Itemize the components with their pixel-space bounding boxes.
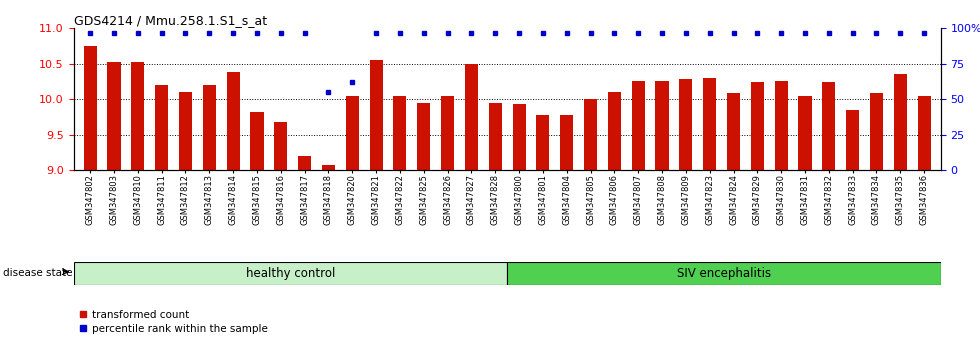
Bar bbox=[799, 96, 811, 170]
Bar bbox=[83, 46, 97, 170]
Bar bbox=[751, 82, 763, 170]
Bar bbox=[846, 110, 859, 170]
Bar bbox=[226, 72, 240, 170]
Bar bbox=[608, 92, 621, 170]
Bar bbox=[508, 262, 941, 285]
Bar bbox=[774, 81, 788, 170]
Bar bbox=[679, 79, 693, 170]
Bar bbox=[656, 81, 668, 170]
Legend: transformed count, percentile rank within the sample: transformed count, percentile rank withi… bbox=[78, 310, 269, 334]
Bar bbox=[917, 96, 931, 170]
Bar bbox=[321, 165, 335, 170]
Text: disease state: disease state bbox=[3, 268, 73, 278]
Bar bbox=[441, 96, 454, 170]
Bar bbox=[513, 104, 525, 170]
Bar bbox=[393, 96, 407, 170]
Bar bbox=[632, 81, 645, 170]
Bar bbox=[536, 115, 550, 170]
Bar bbox=[74, 262, 508, 285]
Bar bbox=[298, 156, 312, 170]
Bar bbox=[274, 122, 287, 170]
Bar bbox=[346, 96, 359, 170]
Bar bbox=[894, 74, 906, 170]
Text: healthy control: healthy control bbox=[246, 267, 335, 280]
Text: GDS4214 / Mmu.258.1.S1_s_at: GDS4214 / Mmu.258.1.S1_s_at bbox=[74, 14, 267, 27]
Bar bbox=[155, 85, 169, 170]
Bar bbox=[822, 82, 835, 170]
Bar bbox=[131, 62, 144, 170]
Bar bbox=[203, 85, 216, 170]
Bar bbox=[251, 112, 264, 170]
Bar bbox=[417, 103, 430, 170]
Text: SIV encephalitis: SIV encephalitis bbox=[677, 267, 771, 280]
Bar bbox=[727, 93, 740, 170]
Bar bbox=[703, 78, 716, 170]
Bar bbox=[584, 99, 597, 170]
Bar bbox=[870, 93, 883, 170]
Bar bbox=[108, 62, 121, 170]
Bar bbox=[179, 92, 192, 170]
Bar bbox=[489, 103, 502, 170]
Bar bbox=[465, 64, 478, 170]
Bar bbox=[369, 60, 382, 170]
Bar bbox=[561, 115, 573, 170]
